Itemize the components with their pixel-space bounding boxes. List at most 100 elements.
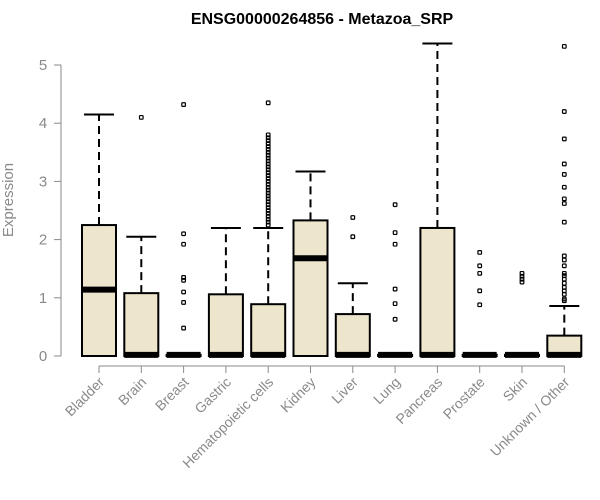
iqr-box bbox=[292, 219, 329, 357]
x-tick-label: Breast bbox=[152, 374, 192, 414]
outlier-point bbox=[561, 270, 567, 276]
outlier-point bbox=[265, 205, 271, 210]
outlier-point bbox=[265, 144, 271, 149]
outlier-point bbox=[181, 325, 187, 331]
outlier-point bbox=[181, 231, 187, 237]
outlier-point bbox=[477, 288, 483, 294]
outlier-point bbox=[265, 184, 271, 190]
y-tick-label: 3 bbox=[39, 173, 47, 190]
x-tick-label: Brain bbox=[115, 374, 149, 408]
outlier-point bbox=[265, 141, 271, 146]
outlier-point bbox=[265, 158, 271, 164]
x-tick-label: Unknown / Other bbox=[487, 374, 573, 460]
outlier-point bbox=[392, 301, 398, 307]
outlier-point bbox=[265, 132, 271, 138]
outlier-point bbox=[265, 170, 271, 176]
boxes bbox=[81, 42, 583, 358]
box-group bbox=[377, 202, 414, 358]
outlier-point bbox=[265, 135, 271, 141]
x-tick-label: Prostate bbox=[440, 374, 488, 422]
outlier-point bbox=[477, 263, 483, 269]
outlier-point bbox=[392, 230, 398, 236]
y-axis-label: Expression bbox=[0, 163, 17, 237]
outlier-point bbox=[265, 155, 271, 161]
outlier-point bbox=[181, 289, 187, 295]
y-tick-label: 4 bbox=[39, 115, 47, 132]
outlier-point bbox=[181, 300, 187, 305]
box-group bbox=[250, 100, 287, 358]
iqr-box bbox=[250, 303, 287, 357]
box-group bbox=[165, 102, 202, 358]
outlier-point bbox=[561, 263, 567, 269]
box-group bbox=[546, 43, 583, 358]
outlier-point bbox=[561, 253, 567, 259]
outlier-point bbox=[265, 213, 271, 219]
box-group bbox=[419, 42, 456, 358]
outlier-point bbox=[519, 276, 525, 282]
outlier-point bbox=[265, 219, 271, 225]
outlier-point bbox=[561, 196, 567, 202]
chart-title: ENSG00000264856 - Metazoa_SRP bbox=[191, 11, 454, 28]
outlier-point bbox=[265, 152, 271, 158]
outlier-point bbox=[561, 219, 567, 225]
outlier-point bbox=[265, 164, 271, 170]
outlier-point bbox=[519, 273, 525, 279]
box-group bbox=[292, 170, 329, 357]
iqr-box bbox=[419, 226, 456, 357]
outlier-point bbox=[265, 199, 271, 205]
box-group bbox=[504, 270, 540, 358]
outlier-point bbox=[392, 286, 398, 292]
outlier-point bbox=[350, 215, 356, 220]
x-tick-label: Kidney bbox=[277, 374, 319, 416]
outlier-point bbox=[181, 275, 187, 280]
outlier-point bbox=[265, 181, 271, 187]
outlier-point bbox=[265, 179, 271, 184]
x-tick-label: Bladder bbox=[62, 374, 108, 420]
iqr-box bbox=[207, 293, 244, 358]
box-group bbox=[123, 114, 160, 358]
outlier-point bbox=[265, 100, 271, 106]
x-tick-label: Skin bbox=[500, 374, 531, 405]
outlier-point bbox=[265, 190, 271, 196]
outlier-point bbox=[561, 184, 567, 190]
box-group bbox=[207, 226, 244, 358]
outlier-point bbox=[561, 109, 567, 114]
outlier-point bbox=[181, 241, 187, 247]
outlier-point bbox=[392, 202, 398, 208]
outlier-point bbox=[561, 161, 567, 167]
outlier-point bbox=[265, 222, 271, 228]
outlier-point bbox=[181, 277, 187, 283]
outlier-point bbox=[265, 216, 271, 222]
box-group bbox=[81, 113, 117, 357]
outlier-point bbox=[477, 250, 483, 255]
x-tick-label: Pancreas bbox=[392, 374, 445, 427]
outlier-point bbox=[392, 316, 398, 322]
outlier-point bbox=[519, 270, 525, 276]
outlier-point bbox=[265, 187, 271, 193]
y-tick-label: 1 bbox=[39, 290, 47, 307]
outlier-point bbox=[265, 149, 271, 155]
outlier-point bbox=[477, 302, 483, 308]
outlier-point bbox=[265, 173, 271, 178]
outlier-point bbox=[519, 279, 525, 285]
outlier-point bbox=[561, 201, 567, 206]
outlier-point bbox=[561, 43, 567, 49]
outlier-point bbox=[561, 276, 567, 282]
y-tick-label: 0 bbox=[39, 348, 47, 365]
outlier-point bbox=[350, 234, 356, 240]
outlier-point bbox=[265, 167, 271, 173]
outlier-point bbox=[561, 136, 567, 142]
outlier-point bbox=[477, 270, 483, 276]
iqr-box bbox=[123, 292, 160, 358]
x-tick-label: Liver bbox=[328, 374, 361, 407]
outlier-point bbox=[265, 196, 271, 202]
x-tick-label: Lung bbox=[370, 374, 403, 407]
outlier-point bbox=[138, 114, 144, 120]
outlier-point bbox=[561, 298, 567, 304]
outlier-point bbox=[265, 161, 271, 167]
outlier-point bbox=[561, 172, 567, 177]
outlier-point bbox=[561, 280, 567, 286]
outlier-point bbox=[561, 291, 567, 297]
